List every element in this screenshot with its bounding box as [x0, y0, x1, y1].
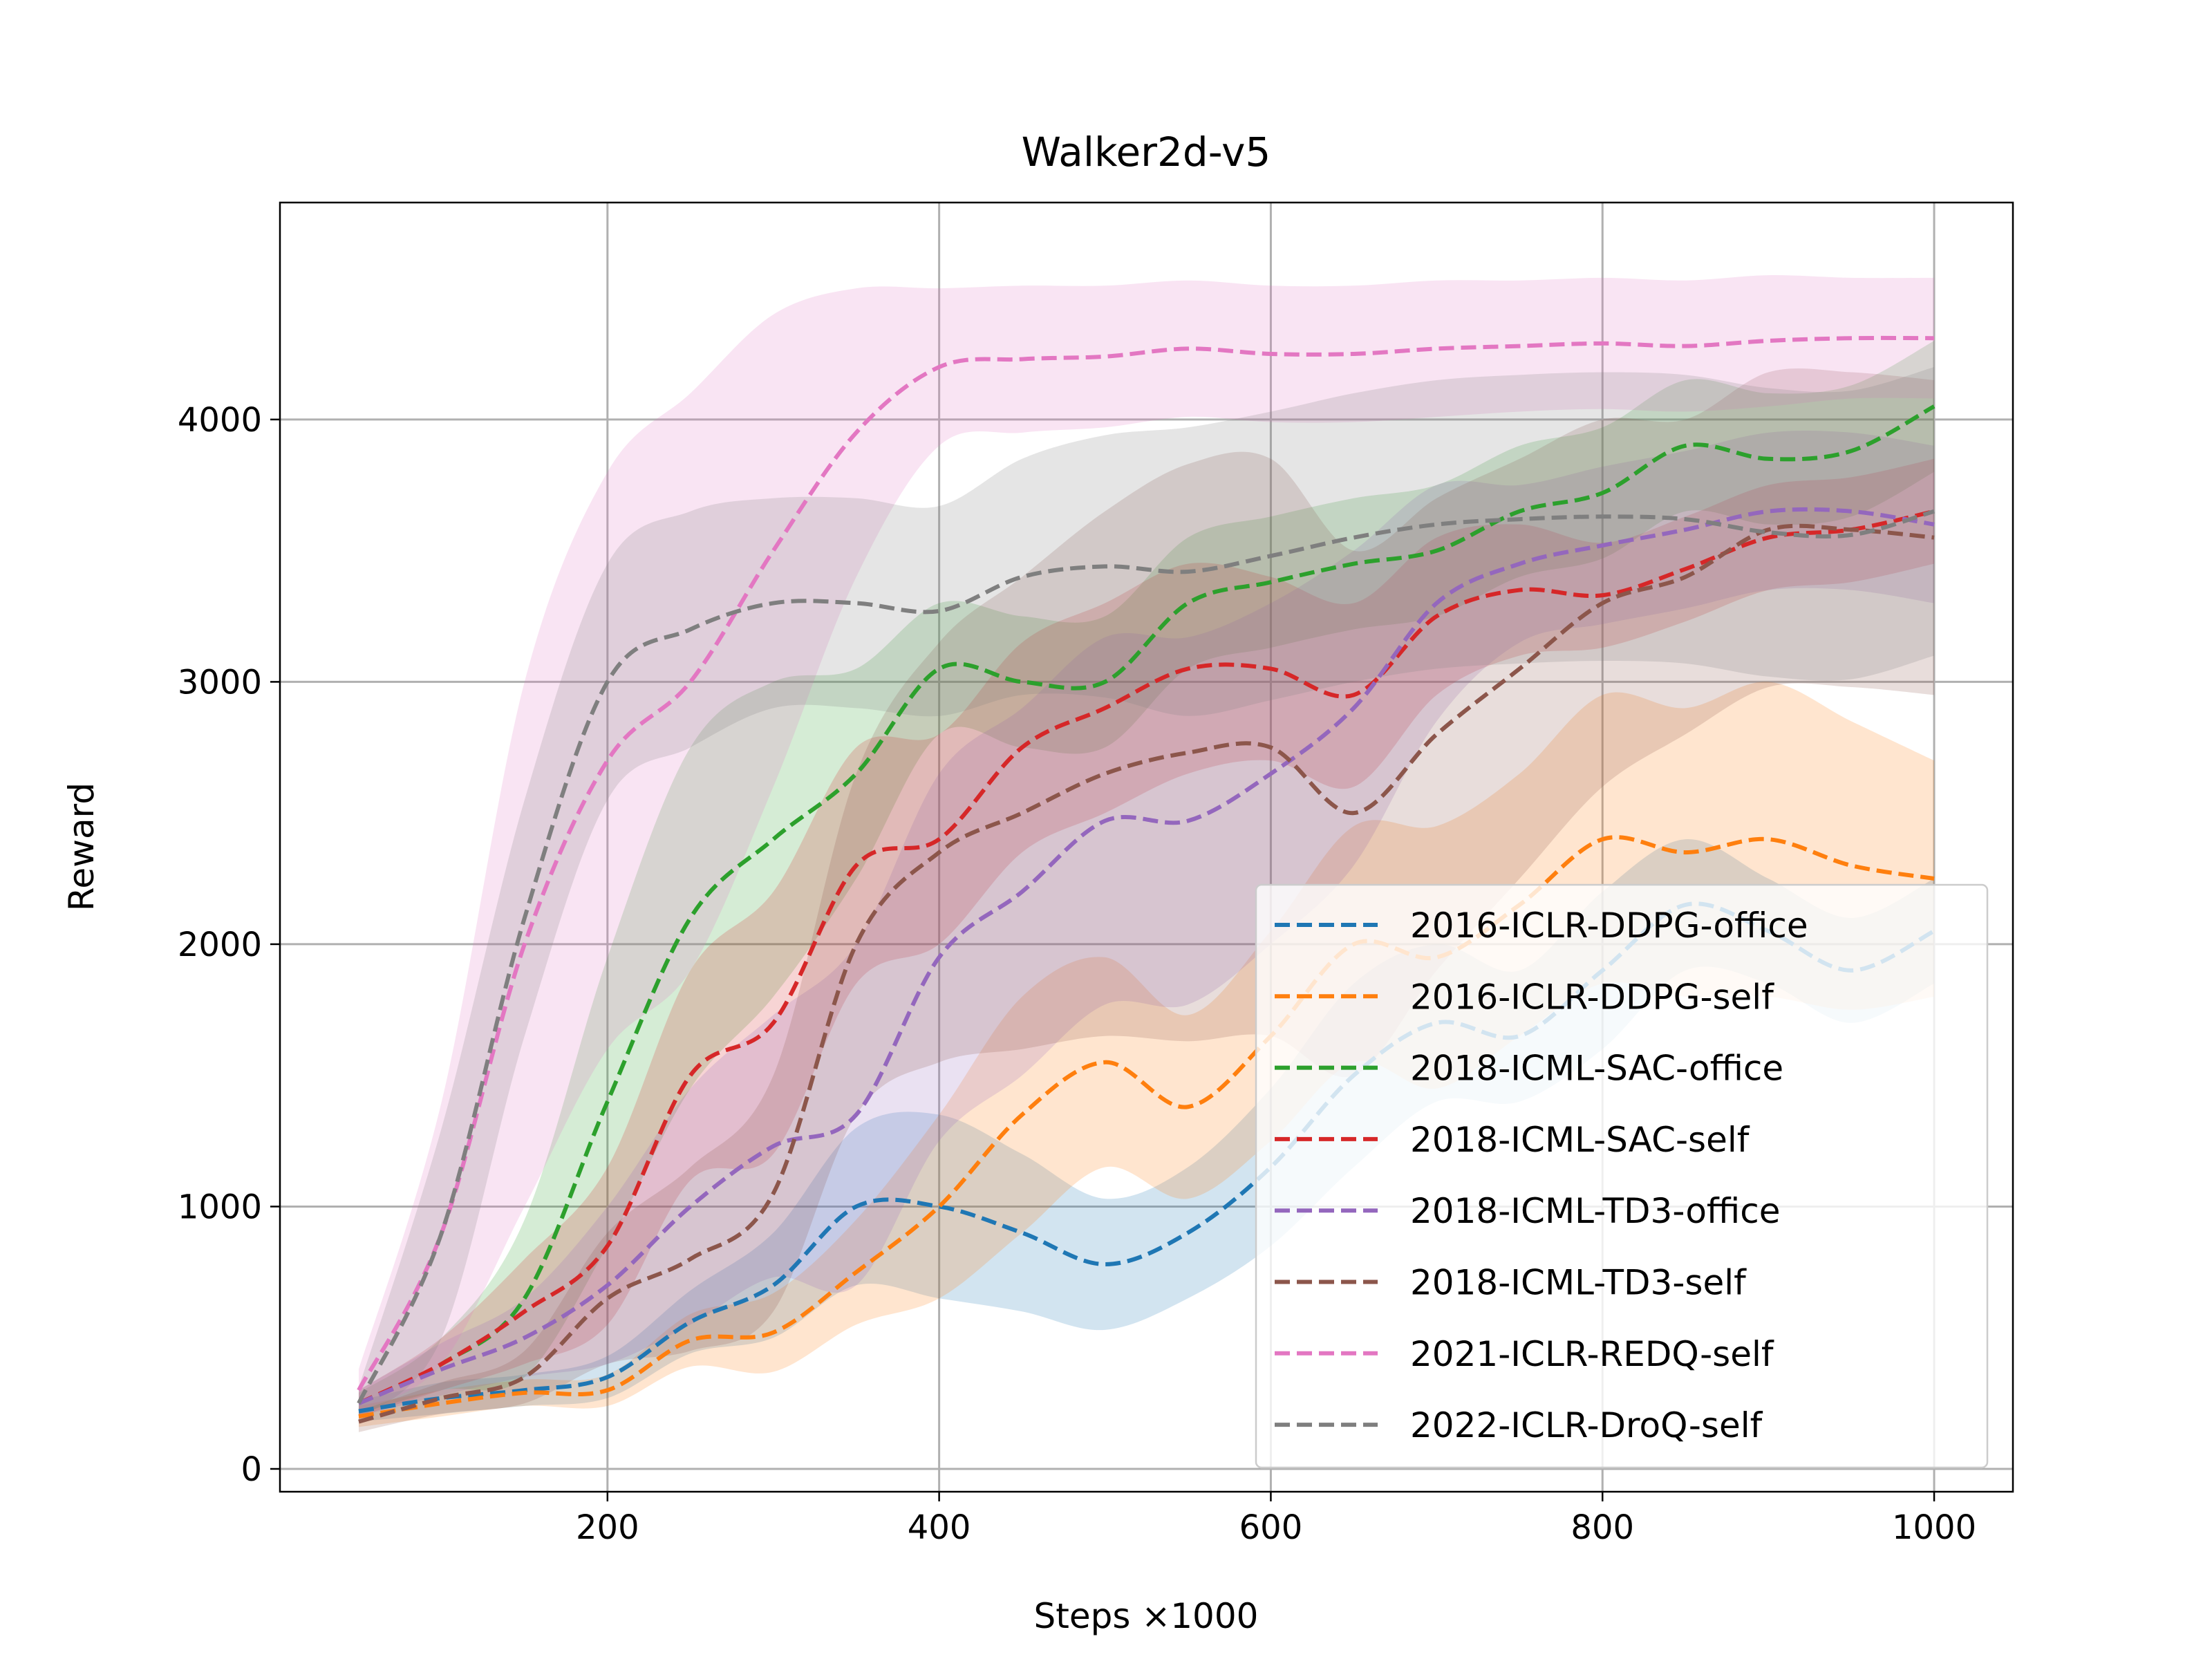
line-2022-iclr-droq-self: [357, 509, 1935, 1405]
legend-label: 2018-ICML-SAC-self: [1410, 1120, 1750, 1160]
band-2018-icml-sac-office: [358, 341, 1935, 1414]
y-tick-label: 0: [241, 1450, 262, 1489]
band-2022-iclr-droq-self: [358, 366, 1935, 1419]
line-2018-icml-td3-office: [357, 507, 1935, 1405]
y-axis-label: Reward: [62, 782, 102, 911]
line-2021-iclr-redq-self: [357, 335, 1935, 1391]
legend-label: 2022-ICLR-DroQ-self: [1410, 1405, 1763, 1445]
band-2018-icml-td3-self: [358, 368, 1935, 1432]
x-tick-label: 600: [1239, 1508, 1303, 1547]
lines: [357, 335, 1936, 1424]
legend: 2016-ICLR-DDPG-office 2016-ICLR-DDPG-self…: [1255, 883, 1989, 1469]
x-tick-label: 1000: [1892, 1508, 1976, 1547]
legend-label: 2018-ICML-TD3-self: [1410, 1263, 1747, 1303]
y-tick-label: 2000: [178, 926, 262, 964]
band-2016-iclr-ddpg-self: [358, 682, 1935, 1427]
legend-label: 2021-ICLR-REDQ-self: [1410, 1334, 1774, 1374]
line-2016-iclr-ddpg-self: [358, 835, 1935, 1419]
line-2018-icml-td3-self: [358, 523, 1935, 1424]
line-2018-icml-sac-office: [357, 404, 1936, 1405]
y-tick-label: 3000: [178, 663, 262, 702]
legend-label: 2016-ICLR-DDPG-self: [1410, 977, 1774, 1017]
y-tick-label: 4000: [178, 401, 262, 440]
x-tick-label: 400: [908, 1508, 971, 1547]
line-2018-icml-sac-self: [357, 509, 1935, 1405]
band-2018-icml-td3-office: [358, 430, 1935, 1417]
legend-label: 2016-ICLR-DDPG-office: [1410, 906, 1808, 946]
x-axis-label: Steps ×1000: [1034, 1596, 1259, 1636]
band-2018-icml-sac-self: [358, 458, 1935, 1417]
legend-label: 2018-ICML-SAC-office: [1410, 1049, 1783, 1089]
chart-title: Walker2d-v5: [1022, 129, 1271, 176]
x-tick-label: 800: [1571, 1508, 1634, 1547]
band-2021-iclr-redq-self: [358, 275, 1935, 1412]
legend-label: 2018-ICML-TD3-office: [1410, 1191, 1781, 1231]
y-tick-label: 1000: [178, 1188, 262, 1226]
legend-box: [1255, 883, 1989, 1469]
ticks: 200 400 600 800 1000 0 1000 2000 3000 4000: [178, 401, 1976, 1547]
axes-frame: [279, 201, 2014, 1493]
x-tick-label: 200: [576, 1508, 639, 1547]
